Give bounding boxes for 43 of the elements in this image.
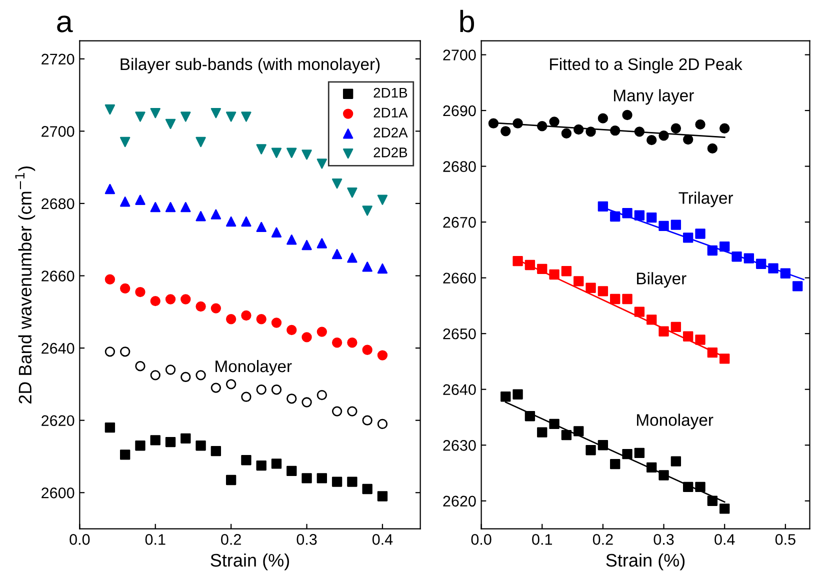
x-tick-label: 0.4 bbox=[372, 534, 393, 545]
legend-label: 2D1B bbox=[374, 88, 408, 98]
text: b bbox=[460, 10, 474, 32]
text: Bilayer sub-bands (with monolayer) bbox=[120, 58, 380, 74]
annotation: Trilayer bbox=[678, 192, 734, 208]
y-tick-label: 2640 bbox=[443, 384, 476, 396]
legend-label: 2D1A bbox=[374, 108, 408, 118]
annotation: Monolayer bbox=[637, 414, 714, 430]
y-tick-label: 2700 bbox=[42, 126, 74, 137]
annotation: Monolayer bbox=[216, 360, 292, 376]
y-tick-label: 2630 bbox=[443, 440, 476, 451]
y-tick-label: 2600 bbox=[42, 488, 74, 498]
x-tick-label: 0.4 bbox=[714, 534, 735, 545]
x-tick-label: 0.2 bbox=[592, 534, 613, 545]
x-axis-title: Strain (%) bbox=[606, 553, 685, 570]
text: a bbox=[57, 16, 73, 32]
legend-label: 2D2B bbox=[374, 148, 408, 158]
annotation: Many layer bbox=[614, 89, 694, 105]
y-tick-label: 2700 bbox=[443, 50, 476, 60]
x-tick-label: 0.1 bbox=[145, 534, 166, 545]
y-tick-label: 2650 bbox=[443, 328, 476, 340]
y-tick-label: 2620 bbox=[443, 496, 476, 507]
x-tick-label: 0.1 bbox=[532, 534, 552, 545]
annotation: Bilayer bbox=[637, 272, 686, 288]
x-tick-label: 0.2 bbox=[221, 534, 241, 545]
y-tick-label: 2680 bbox=[42, 198, 74, 210]
y-tick-label: 2620 bbox=[42, 415, 74, 426]
y-tick-label: 2660 bbox=[42, 270, 74, 282]
x-tick-label: 0.5 bbox=[775, 534, 796, 545]
y-tick-label: 2680 bbox=[443, 161, 476, 172]
y-tick-label: 2660 bbox=[443, 272, 476, 284]
y-tick-label: 2640 bbox=[42, 342, 74, 354]
x-tick-label: 0.3 bbox=[296, 534, 317, 545]
y-tick-label: 2720 bbox=[42, 54, 74, 65]
text: Fitted to a Single 2D Peak bbox=[550, 58, 742, 74]
x-tick-label: 0.3 bbox=[654, 534, 674, 545]
y-tick-label: 2670 bbox=[443, 216, 476, 228]
x-tick-label: 0.0 bbox=[471, 534, 492, 545]
x-axis-title: Strain (%) bbox=[210, 553, 290, 570]
legend-label: 2D2A bbox=[374, 128, 408, 138]
y-tick-label: 2690 bbox=[443, 105, 476, 116]
y-axis-title: 2D Band wavenumber (cm$^{−1}$) bbox=[15, 166, 36, 404]
x-tick-label: 0.0 bbox=[70, 534, 90, 545]
